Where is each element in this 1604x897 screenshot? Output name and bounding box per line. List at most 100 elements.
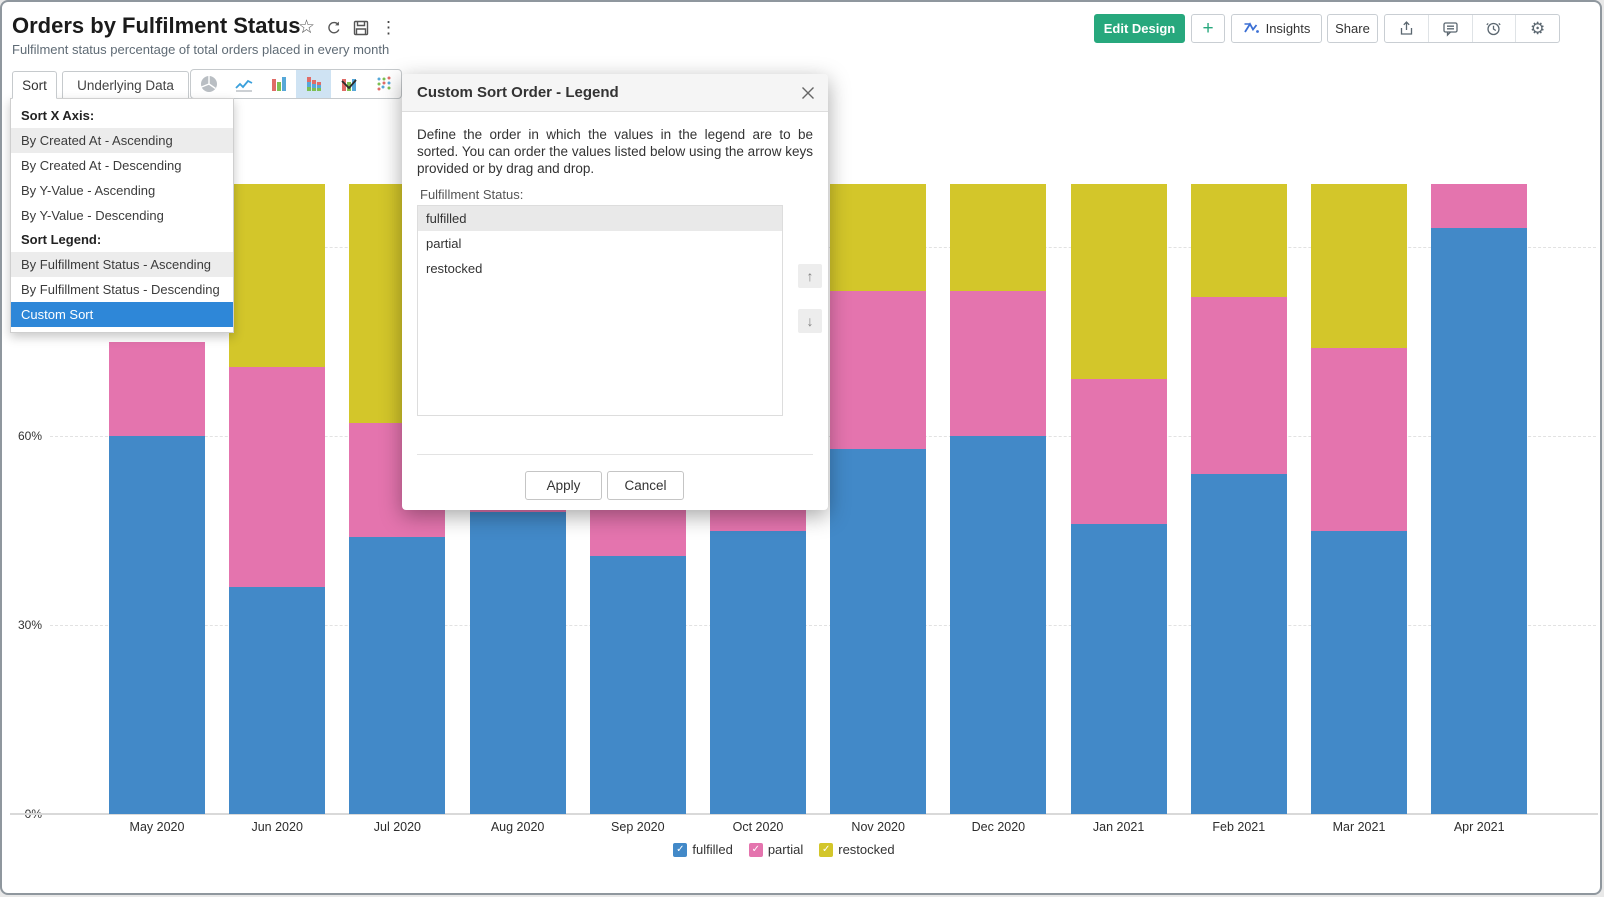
move-down-button[interactable]: ↓ [798, 309, 822, 333]
bar-segment-fulfilled[interactable] [1311, 530, 1407, 814]
sort-menu-section-header: Sort X Axis: [21, 108, 95, 123]
bar-segment-restocked[interactable] [1070, 184, 1167, 380]
tab-sort[interactable]: Sort [12, 71, 57, 99]
bar-segment-partial[interactable] [1431, 184, 1528, 229]
legend-value-row[interactable]: partial [426, 236, 462, 251]
sort-menu-item[interactable]: By Fulfillment Status - Ascending [11, 252, 233, 277]
bar-segment-fulfilled[interactable] [1190, 473, 1287, 814]
refresh-icon[interactable] [326, 20, 342, 39]
bar-segment-partial[interactable] [830, 291, 927, 449]
sort-dropdown-menu: Sort X Axis: By Created At - Ascending By … [10, 98, 234, 333]
y-axis-tick: 60% [17, 429, 42, 443]
chart-type-toolbar [190, 69, 402, 99]
bar-segment-fulfilled[interactable] [109, 436, 205, 814]
scatter-chart-icon[interactable] [366, 70, 401, 98]
sort-menu-item[interactable]: By Created At - Ascending [11, 128, 233, 153]
bar-dec-2020 [950, 184, 1047, 814]
sort-menu-item[interactable]: Custom Sort [11, 302, 233, 327]
x-axis-tick: Aug 2020 [490, 820, 545, 834]
bar-segment-partial[interactable] [950, 291, 1047, 436]
chart-legend: ✓ fulfilled ✓ partial ✓ restocked [2, 842, 1566, 857]
legend-value-row[interactable]: fulfilled [418, 206, 782, 231]
bar-feb-2021 [1190, 184, 1287, 814]
legend-values-listbox: fulfilled partial restocked [417, 205, 783, 416]
alerts-clock-icon[interactable] [1471, 15, 1516, 42]
bar-jan-2021 [1070, 184, 1167, 814]
sort-menu-item[interactable]: By Created At - Descending [21, 158, 182, 173]
zia-insights-button[interactable]: Insights [1231, 14, 1322, 43]
bar-segment-restocked[interactable] [1190, 184, 1287, 298]
close-icon[interactable] [800, 85, 816, 101]
bar-apr-2021 [1431, 184, 1528, 814]
y-axis-tick: 30% [17, 618, 42, 632]
share-button[interactable]: Share [1327, 14, 1378, 43]
x-axis-tick: Feb 2021 [1212, 820, 1266, 834]
add-button[interactable]: + [1191, 14, 1225, 43]
legend-checkbox-icon: ✓ [748, 842, 763, 857]
line-chart-icon[interactable] [226, 70, 261, 98]
bar-mar-2021 [1311, 184, 1407, 814]
stacked-bar-chart-icon[interactable] [296, 70, 331, 98]
bar-segment-partial[interactable] [1190, 297, 1287, 474]
legend-item-fulfilled[interactable]: ✓ fulfilled [673, 842, 733, 857]
bar-segment-fulfilled[interactable] [469, 511, 566, 814]
bar-segment-partial[interactable] [229, 366, 326, 588]
pie-chart-icon[interactable] [191, 70, 226, 98]
bar-nov-2020 [830, 184, 927, 814]
move-up-button[interactable]: ↑ [798, 264, 822, 288]
x-axis-tick: Jan 2021 [1092, 820, 1145, 834]
favorite-star-icon[interactable]: ☆ [298, 17, 316, 38]
bar-segment-restocked[interactable] [830, 184, 927, 292]
x-axis-tick: Jun 2020 [251, 820, 303, 834]
x-axis-tick: Oct 2020 [732, 820, 784, 834]
tab-underlying-data[interactable]: Underlying Data [62, 71, 189, 99]
x-axis-tick: Sep 2020 [611, 820, 665, 834]
sort-menu-item[interactable]: By Y-Value - Ascending [21, 183, 156, 198]
save-icon[interactable] [353, 20, 369, 39]
legend-value-row[interactable]: restocked [426, 261, 483, 276]
bar-segment-fulfilled[interactable] [1070, 524, 1167, 814]
sort-menu-section-header: Sort Legend: [21, 232, 102, 247]
export-icon[interactable] [1385, 15, 1428, 42]
bar-segment-fulfilled[interactable] [950, 436, 1047, 814]
settings-gear-icon[interactable]: ⚙ [1515, 15, 1559, 42]
bar-segment-fulfilled[interactable] [710, 530, 806, 814]
combo-chart-icon[interactable] [331, 70, 366, 98]
page-title: Orders by Fulfilment Status [12, 13, 301, 38]
legend-item-restocked[interactable]: ✓ restocked [819, 842, 895, 857]
legend-item-partial[interactable]: ✓ partial [748, 842, 803, 857]
bar-segment-restocked[interactable] [950, 184, 1047, 292]
bar-segment-partial[interactable] [109, 341, 205, 436]
legend-checkbox-icon: ✓ [819, 842, 834, 857]
bar-segment-fulfilled[interactable] [229, 587, 326, 814]
more-options-kebab-icon[interactable]: ⋮ [380, 18, 397, 37]
bar-segment-restocked[interactable] [1311, 184, 1407, 348]
bar-segment-fulfilled[interactable] [349, 536, 446, 814]
bar-segment-partial[interactable] [1311, 347, 1407, 531]
dialog-title: Custom Sort Order - Legend [417, 84, 619, 101]
sort-menu-item[interactable]: By Fulfillment Status - Descending [21, 282, 220, 297]
legend-checkbox-icon: ✓ [673, 842, 688, 857]
bar-segment-partial[interactable] [1070, 379, 1167, 525]
zia-insights-label: Insights [1265, 21, 1311, 36]
bar-segment-fulfilled[interactable] [1431, 228, 1528, 814]
apply-button[interactable]: Apply [525, 471, 602, 500]
bar-jun-2020 [229, 184, 326, 814]
page-subtitle: Fulfilment status percentage of total or… [12, 42, 390, 57]
bar-chart-icon[interactable] [261, 70, 296, 98]
x-axis-tick: Apr 2021 [1453, 820, 1505, 834]
legend-item-label: fulfilled [692, 842, 733, 857]
bar-segment-fulfilled[interactable] [589, 555, 686, 814]
x-axis-line [10, 813, 1598, 815]
bar-segment-restocked[interactable] [229, 184, 326, 367]
comments-icon[interactable] [1427, 15, 1472, 42]
edit-design-button[interactable]: Edit Design [1094, 14, 1185, 43]
fulfillment-status-label: Fulfillment Status: [420, 187, 524, 202]
cancel-button[interactable]: Cancel [607, 471, 684, 500]
bar-segment-fulfilled[interactable] [830, 448, 927, 814]
bar-may-2020 [109, 341, 205, 814]
sort-menu-item[interactable]: By Y-Value - Descending [21, 208, 164, 223]
dialog-header: Custom Sort Order - Legend [402, 74, 828, 112]
